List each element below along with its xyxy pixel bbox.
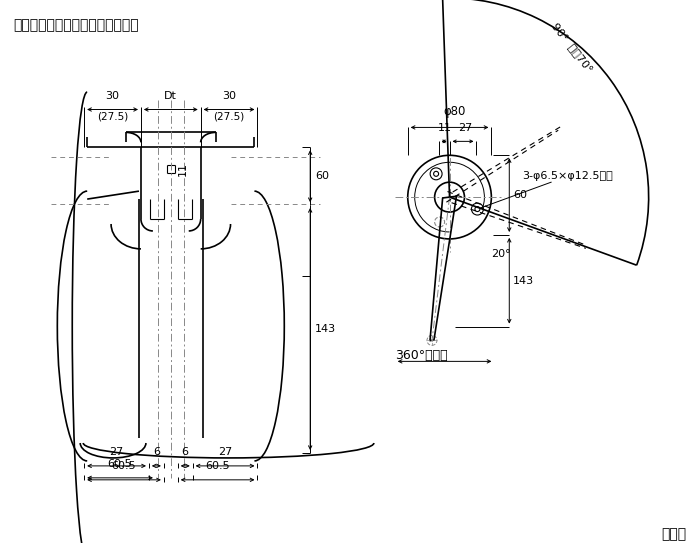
Text: 60: 60: [315, 171, 329, 181]
Text: 11: 11: [178, 162, 188, 176]
Text: (27.5): (27.5): [97, 111, 128, 122]
Text: 6: 6: [153, 447, 160, 457]
Text: 右勝手: 右勝手: [662, 528, 687, 542]
Text: 11: 11: [438, 123, 452, 134]
Text: 60: 60: [513, 190, 527, 200]
Text: φ80: φ80: [443, 106, 466, 118]
Text: 30: 30: [222, 90, 236, 100]
Text: （　）寸法はステンレス製の場合: （ ）寸法はステンレス製の場合: [13, 18, 139, 32]
Text: 60.5: 60.5: [108, 459, 132, 469]
Text: (27.5): (27.5): [214, 111, 245, 122]
Text: 6: 6: [182, 447, 189, 457]
Text: 27: 27: [458, 123, 472, 134]
Text: 143: 143: [315, 324, 336, 334]
Text: 360°　回転: 360° 回転: [395, 349, 447, 362]
Text: 27: 27: [109, 447, 124, 457]
Text: Dt: Dt: [164, 90, 177, 100]
Text: 90°  又は70°: 90° 又は70°: [550, 21, 594, 74]
Text: 27: 27: [218, 447, 232, 457]
Text: 143: 143: [513, 276, 534, 286]
Text: 60.5: 60.5: [205, 461, 230, 471]
Text: 3-φ6.5×φ12.5皿孔: 3-φ6.5×φ12.5皿孔: [480, 171, 613, 208]
Text: 20°: 20°: [491, 249, 511, 259]
Text: 30: 30: [106, 90, 120, 100]
Text: 60.5: 60.5: [112, 461, 136, 471]
